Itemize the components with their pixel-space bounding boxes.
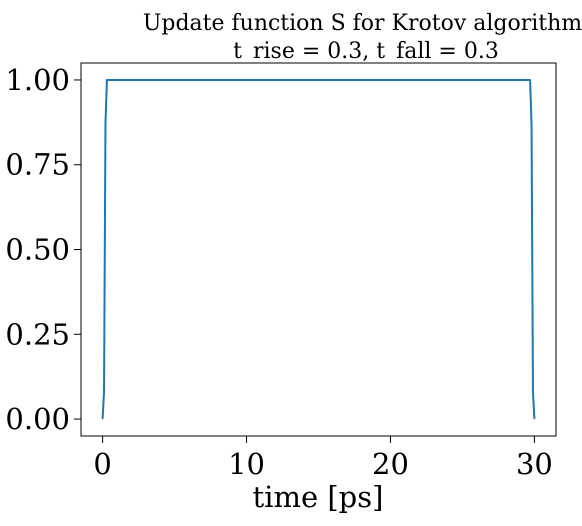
plot-area <box>101 78 536 420</box>
x-axis-label: time [ps] <box>253 480 384 514</box>
y-tick-label: 0.00 <box>5 402 70 436</box>
chart-title-line-1: Update function S for Krotov algorithm, <box>143 11 582 36</box>
x-tick-label: 0 <box>93 447 111 481</box>
x-tick-label: 20 <box>372 447 409 481</box>
y-tick-label: 1.00 <box>5 63 70 97</box>
series-line-0 <box>101 78 536 420</box>
chart-title-line-2: t_rise = 0.3, t_fall = 0.3 <box>233 39 499 64</box>
x-axis-ticks: 0 10 20 30 <box>93 436 553 481</box>
y-tick-label: 0.25 <box>5 317 70 351</box>
axes-frame <box>80 62 557 437</box>
y-tick-label: 0.75 <box>5 148 70 182</box>
x-tick-label: 30 <box>516 447 553 481</box>
y-tick-label: 0.50 <box>5 233 70 267</box>
y-axis-ticks: 0.00 0.25 0.50 0.75 1.00 <box>5 63 81 436</box>
x-tick-label: 10 <box>228 447 265 481</box>
